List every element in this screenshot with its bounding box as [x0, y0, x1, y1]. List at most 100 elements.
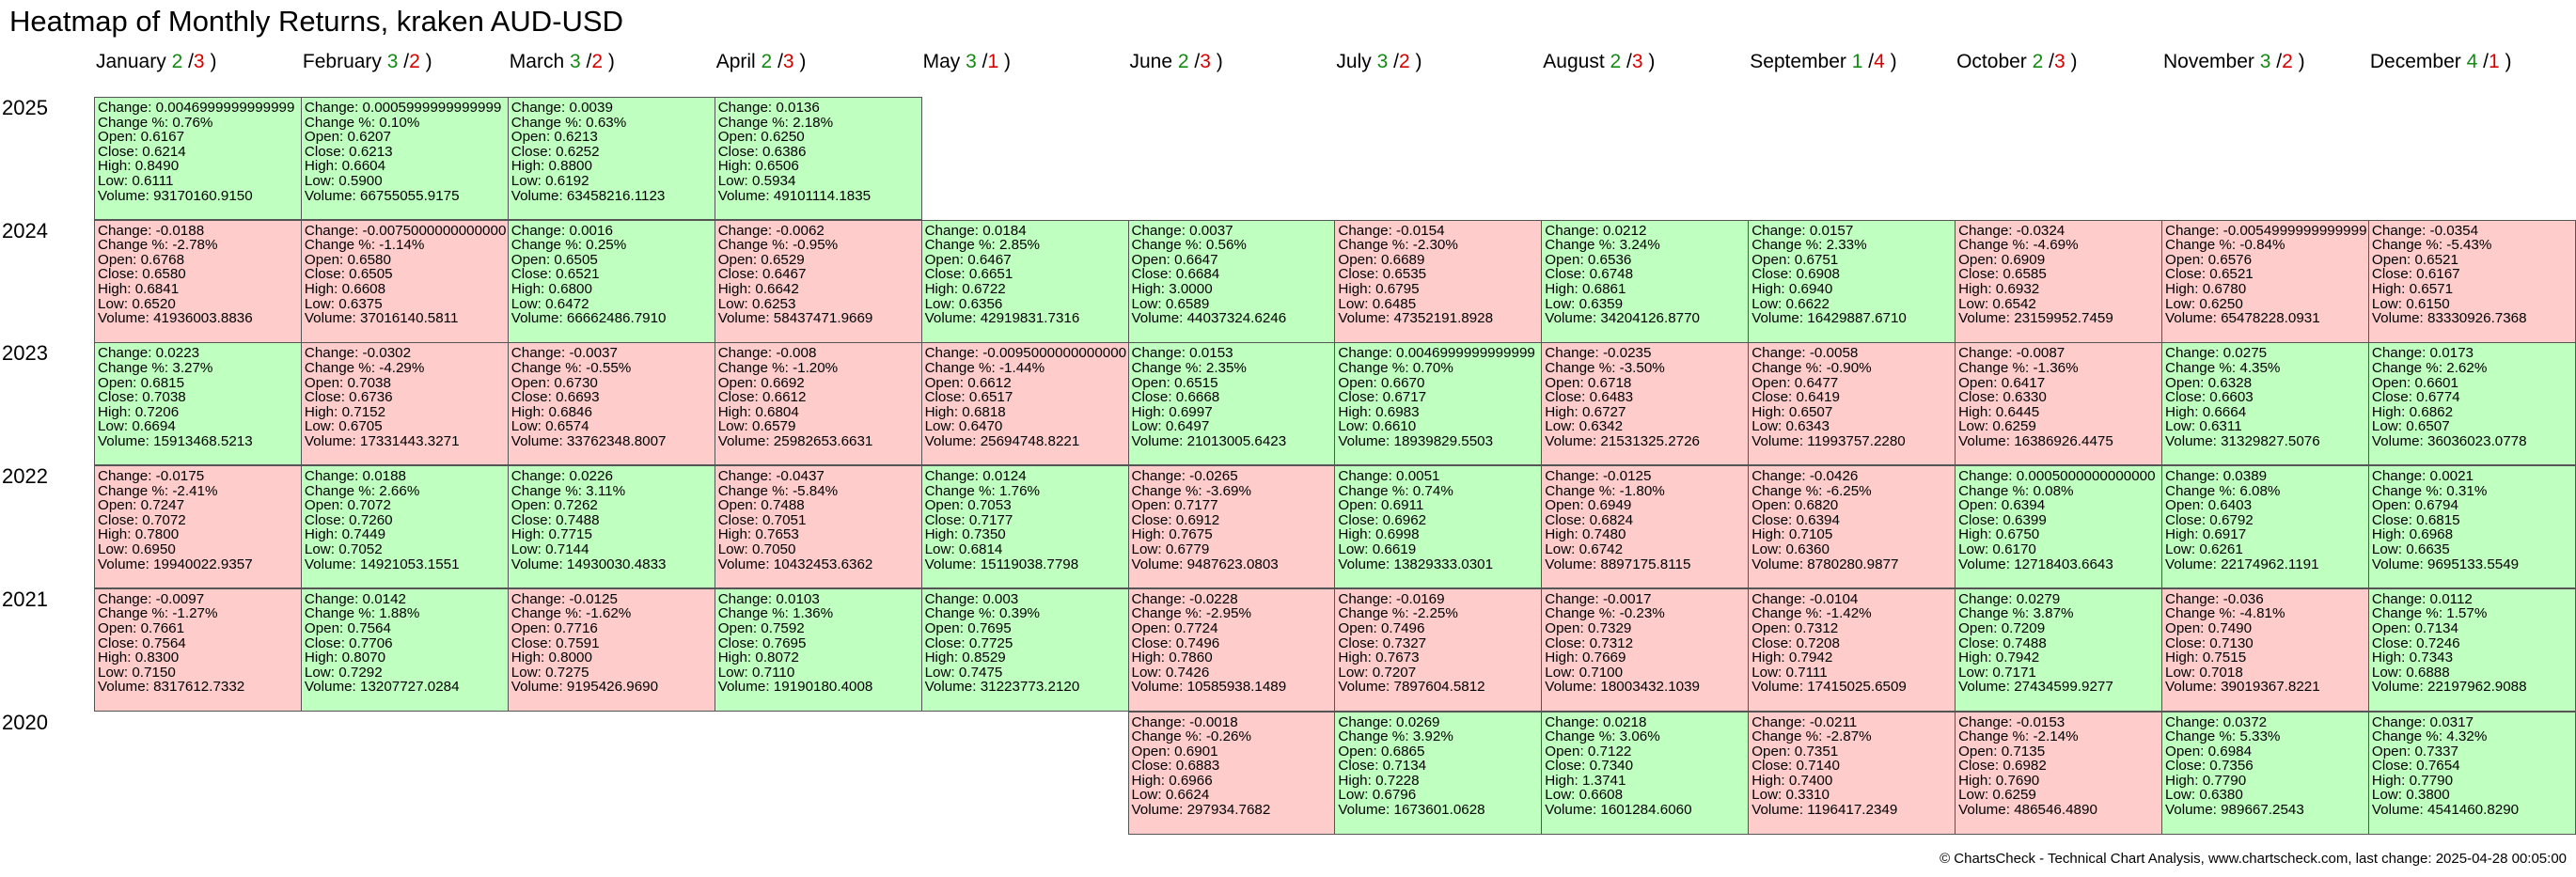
- heatmap-cell: Change: 0.0005000000000000 Change %: 0.08…: [1955, 465, 2163, 589]
- cell-open-value: 0.6865: [1380, 743, 1425, 760]
- cell-low: Low: 0.7475: [924, 664, 1003, 681]
- cell-high: High: 0.7152: [304, 403, 386, 420]
- cell-open-value: 0.6718: [1587, 374, 1632, 391]
- heatmap-cell: Change: 0.0173 Change %: 2.62% Open: 0.660…: [2367, 342, 2576, 466]
- cell-pct: Change %: 3.87%: [1958, 605, 2074, 622]
- cell-high-value: 0.6818: [962, 403, 1006, 420]
- cell-change: Change: 0.0142: [304, 590, 406, 607]
- heatmap-cell: Change: 0.0226 Change %: 3.11% Open: 0.726…: [507, 465, 715, 589]
- cell-pct-value: 0.76%: [172, 114, 213, 131]
- cell-volume-value: 1601284.6060: [1600, 802, 1692, 819]
- cell-open-value: 0.6984: [2207, 743, 2253, 760]
- cell-high: High: 0.7343: [2371, 650, 2454, 666]
- cell-high: High: 0.7800: [98, 526, 180, 543]
- cell-pct: Change %: -5.84%: [717, 482, 839, 499]
- heatmap-cell: Change: -0.0354 Change %: -5.43% Open: 0.6…: [2367, 219, 2576, 343]
- cell-high-value: 0.6917: [2202, 526, 2247, 543]
- month-down-count: 3: [193, 51, 205, 72]
- cell-high: High: 0.8072: [717, 650, 799, 666]
- cell-high-value: 1.3741: [1581, 772, 1626, 789]
- cell-volume: Volume: 9195426.9690: [510, 679, 659, 696]
- cell-low: Low: 0.6507: [2371, 418, 2450, 435]
- month-name: May: [922, 51, 961, 72]
- cell-change-value: 0.0317: [2429, 713, 2474, 730]
- heatmap-cell: Change: -0.0017 Change %: -0.23% Open: 0.7…: [1541, 587, 1750, 712]
- cell-pct-value: 2.33%: [1826, 237, 1867, 254]
- cell-open: Open: 0.6536: [1545, 251, 1632, 268]
- heatmap-cell: Change: -0.008 Change %: -1.20% Open: 0.66…: [714, 342, 922, 466]
- cell-low-value: 0.6579: [752, 418, 796, 435]
- heatmap-cell: Change: 0.0103 Change %: 1.36% Open: 0.759…: [714, 587, 922, 712]
- cell-close: Close: 0.7356: [2165, 758, 2254, 775]
- cell-close-value: 0.6467: [762, 266, 807, 283]
- cell-change-value: 0.0112: [2429, 590, 2473, 607]
- cell-pct-value: 4.32%: [2446, 728, 2488, 745]
- cell-pct-value: -2.95%: [1205, 605, 1251, 622]
- cell-open-value: 0.7496: [1380, 619, 1425, 636]
- cell-high-value: 0.6722: [962, 281, 1006, 298]
- cell-close: Close: 0.6386: [717, 143, 807, 160]
- cell-low: Low: 0.6694: [98, 418, 176, 435]
- cell-high: High: 0.6804: [717, 403, 799, 420]
- cell-pct: Change %: 1.57%: [2371, 605, 2488, 622]
- cell-high: High: 0.6722: [924, 281, 1006, 298]
- cell-pct-value: 3.92%: [1412, 728, 1453, 745]
- cell-volume-value: 19940022.9357: [153, 556, 253, 572]
- cell-change-value: -0.0104: [1809, 590, 1859, 607]
- cell-volume: Volume: 25982653.6631: [717, 432, 873, 449]
- year-label-2022: 2022: [2, 464, 48, 489]
- cell-close-value: 0.6213: [349, 143, 393, 160]
- cell-pct: Change %: -2.87%: [1751, 728, 1872, 745]
- month-up-count: 3: [966, 51, 977, 72]
- cell-volume: Volume: 65478228.0931: [2165, 310, 2320, 327]
- cell-change-value: 0.0005000000000000: [2016, 468, 2156, 485]
- cell-low: Low: 0.6705: [304, 418, 383, 435]
- cell-pct-value: 2.66%: [379, 482, 420, 499]
- cell-close: Close: 0.6521: [510, 266, 600, 283]
- cell-change: Change: -0.0235: [1545, 345, 1652, 362]
- cell-high: High: 0.6800: [510, 281, 592, 298]
- cell-low: Low: 0.3310: [1751, 787, 1830, 804]
- month-name: December: [2369, 51, 2461, 72]
- cell-close-value: 0.6394: [1796, 511, 1840, 528]
- heatmap-cell: Change: -0.0169 Change %: -2.25% Open: 0.7…: [1334, 587, 1543, 712]
- cell-close-value: 0.6585: [2003, 266, 2047, 283]
- cell-close-value: 0.6214: [142, 143, 186, 160]
- heatmap-cell: Change: -0.0058 Change %: -0.90% Open: 0.6…: [1748, 342, 1956, 466]
- cell-change: Change: 0.0037: [1131, 222, 1233, 239]
- cell-volume-value: 18003432.1039: [1600, 679, 1700, 696]
- cell-volume-value: 63458216.1123: [566, 187, 666, 204]
- cell-low: Low: 0.6888: [2371, 664, 2450, 681]
- cell-low: Low: 0.6259: [1958, 787, 2036, 804]
- cell-change: Change: 0.0136: [717, 100, 820, 116]
- cell-close: Close: 0.6213: [304, 143, 393, 160]
- cell-low-value: 0.6192: [545, 172, 589, 189]
- cell-open-value: 0.6612: [967, 374, 1012, 391]
- cell-open: Open: 0.7337: [2371, 743, 2458, 760]
- cell-low-value: 0.6470: [958, 418, 1003, 435]
- cell-low-value: 0.5900: [338, 172, 383, 189]
- cell-open-value: 0.6901: [1174, 743, 1218, 760]
- cell-change: Change: -0.0125: [1545, 468, 1652, 485]
- month-header-may: May 3 /1 ): [922, 51, 1011, 72]
- heatmap-cell: Change: 0.0142 Change %: 1.88% Open: 0.756…: [300, 587, 509, 712]
- cell-pct: Change %: -1.44%: [924, 359, 1045, 376]
- cell-pct-value: 0.70%: [1412, 359, 1453, 376]
- cell-close: Close: 0.6908: [1751, 266, 1840, 283]
- cell-low-value: 0.6950: [132, 541, 176, 558]
- cell-open: Open: 0.6751: [1751, 251, 1839, 268]
- cell-close-value: 0.7140: [1796, 758, 1840, 775]
- cell-pct: Change %: 1.76%: [924, 482, 1041, 499]
- cell-high-value: 0.8300: [134, 650, 180, 666]
- cell-volume: Volume: 8780280.9877: [1751, 556, 1899, 572]
- cell-low-value: 0.6574: [545, 418, 589, 435]
- cell-close: Close: 0.6612: [717, 389, 807, 406]
- cell-volume-value: 1673601.0628: [1393, 802, 1485, 819]
- cell-change-value: 0.0124: [982, 468, 1027, 485]
- heatmap-cell: Change: 0.0046999999999999 Change %: 0.76…: [94, 97, 302, 220]
- heatmap-cell: Change: -0.0125 Change %: -1.62% Open: 0.7…: [507, 587, 715, 712]
- cell-change-value: 0.0005999999999999: [362, 100, 502, 116]
- cell-close: Close: 0.6517: [924, 389, 1013, 406]
- cell-low: Low: 0.7426: [1131, 664, 1210, 681]
- cell-high-value: 0.8529: [962, 650, 1006, 666]
